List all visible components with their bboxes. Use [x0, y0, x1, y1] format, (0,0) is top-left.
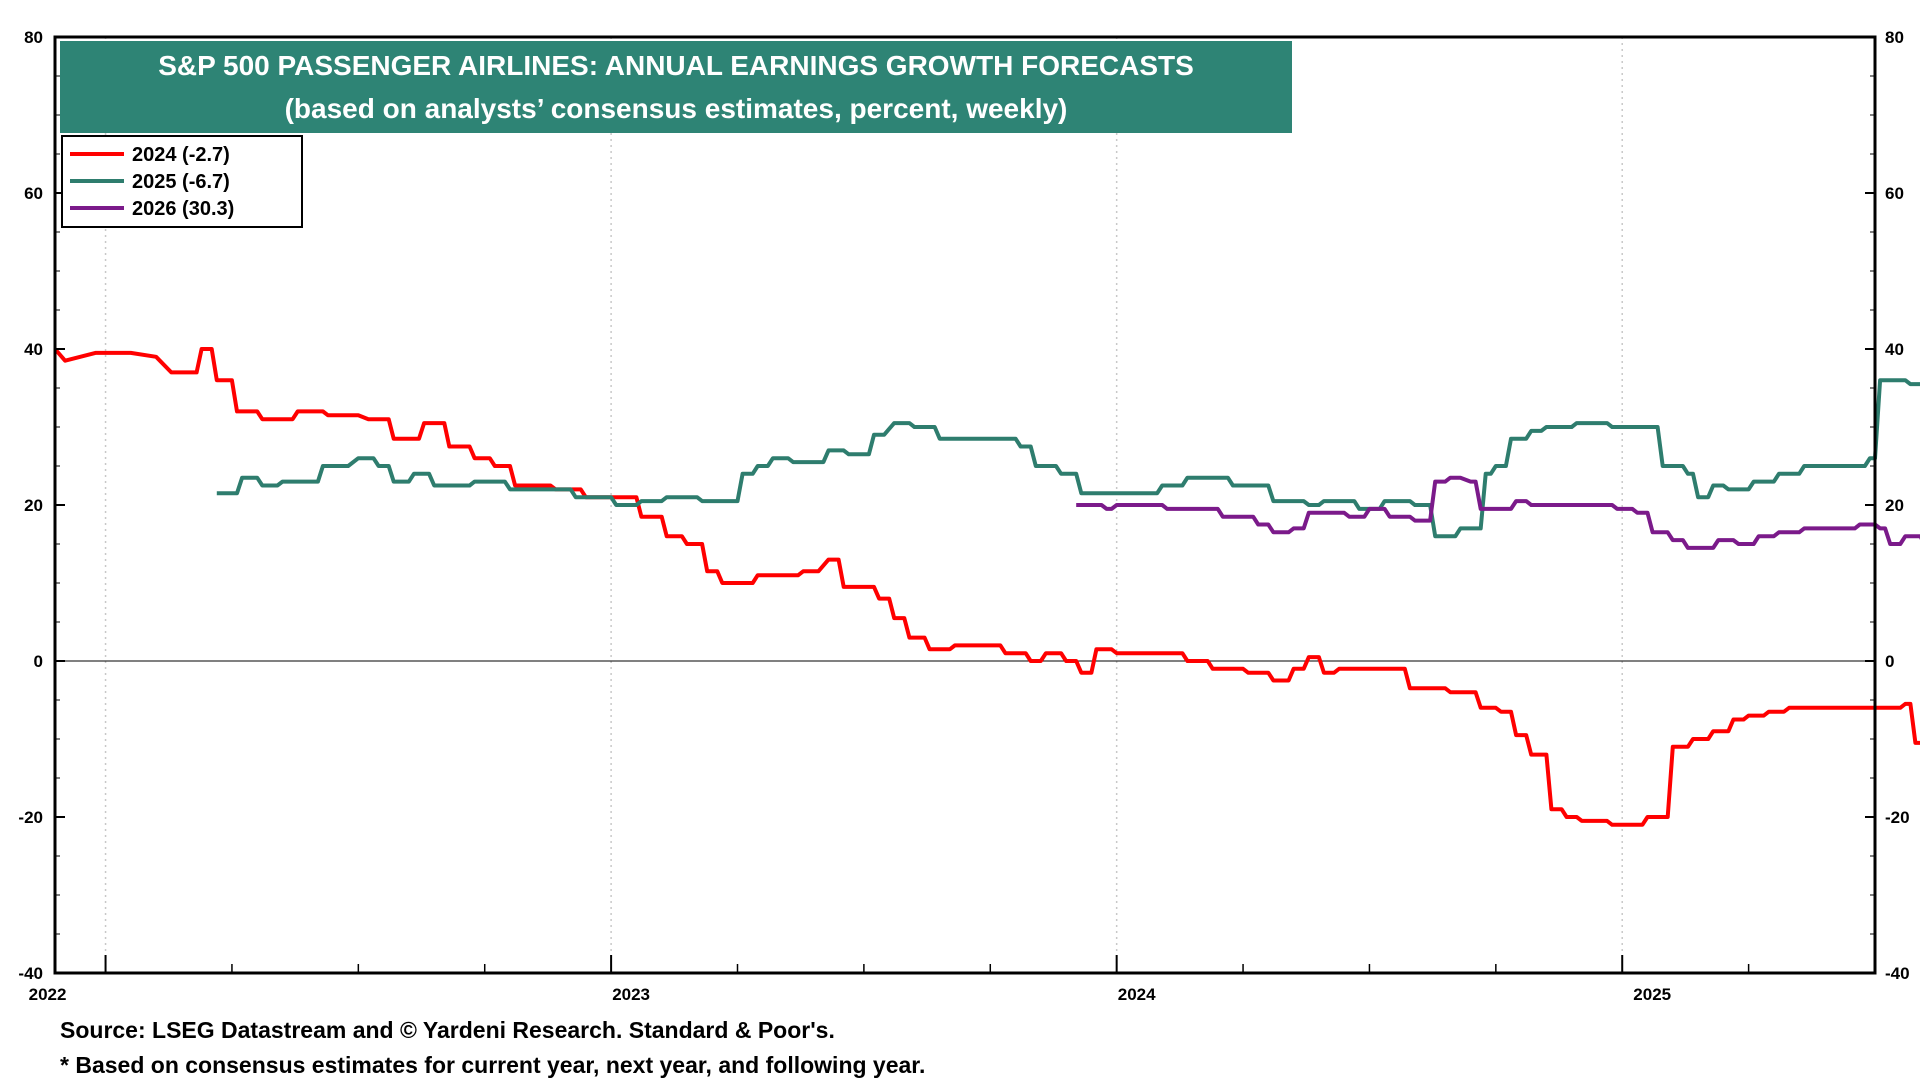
plot-frame	[53, 35, 1877, 975]
y-tick-label-left-4: 40	[24, 340, 43, 359]
y-tick-label-left-5: 60	[24, 184, 43, 203]
y-tick-label-left-2: 0	[34, 652, 43, 671]
x-tick-label-2022: 2022	[29, 985, 67, 1004]
y-tick-label-right-2: 0	[1885, 652, 1894, 671]
y-tick-label-right-1: -20	[1885, 808, 1910, 827]
series-line-1	[53, 347, 1920, 827]
y-tick-label-right-5: 60	[1885, 184, 1904, 203]
legend: 2024 (-2.7) 2025 (-6.7) 2026 (30.3)	[61, 135, 303, 228]
chart-subtitle: (based on analysts’ consensus estimates,…	[285, 93, 1068, 124]
y-tick-label-left-0: -40	[18, 964, 43, 983]
y-tick-label-right-3: 20	[1885, 496, 1904, 515]
y-tick-label-right-4: 40	[1885, 340, 1904, 359]
y-tick-label-left-1: -20	[18, 808, 43, 827]
series-layer	[53, 347, 1920, 827]
y-tick-label-right-0: -40	[1885, 964, 1910, 983]
legend-label-3: 2026 (30.3)	[132, 198, 234, 220]
estimate-note: * Based on consensus estimates for curre…	[60, 1052, 926, 1078]
x-tick-label-2024: 2024	[1118, 985, 1156, 1004]
legend-label-1: 2024 (-2.7)	[132, 144, 230, 166]
x-tick-label-2025: 2025	[1633, 985, 1671, 1004]
title-box: S&P 500 PASSENGER AIRLINES: ANNUAL EARNI…	[60, 41, 1292, 133]
chart-title: S&P 500 PASSENGER AIRLINES: ANNUAL EARNI…	[158, 50, 1194, 81]
y-tick-label-left-6: 80	[24, 28, 43, 47]
series-line-3	[1076, 475, 1920, 550]
title-background	[60, 41, 1292, 133]
series-line-2	[216, 378, 1920, 539]
y-tick-label-left-3: 20	[24, 496, 43, 515]
x-tick-label-2023: 2023	[612, 985, 650, 1004]
y-tick-label-right-6: 80	[1885, 28, 1904, 47]
legend-label-2: 2025 (-6.7)	[132, 171, 230, 193]
axis-layer: -40 -40 -20 -20 0 0 20 20 40 40 60 60 80 80 2022 2023 20…	[18, 28, 1909, 1004]
earnings-growth-chart: -40 -40 -20 -20 0 0 20 20 40 40 60 60 80 80 2022 2023 20…	[18, 28, 1920, 1004]
source-note: Source: LSEG Datastream and © Yardeni Re…	[60, 1017, 835, 1043]
